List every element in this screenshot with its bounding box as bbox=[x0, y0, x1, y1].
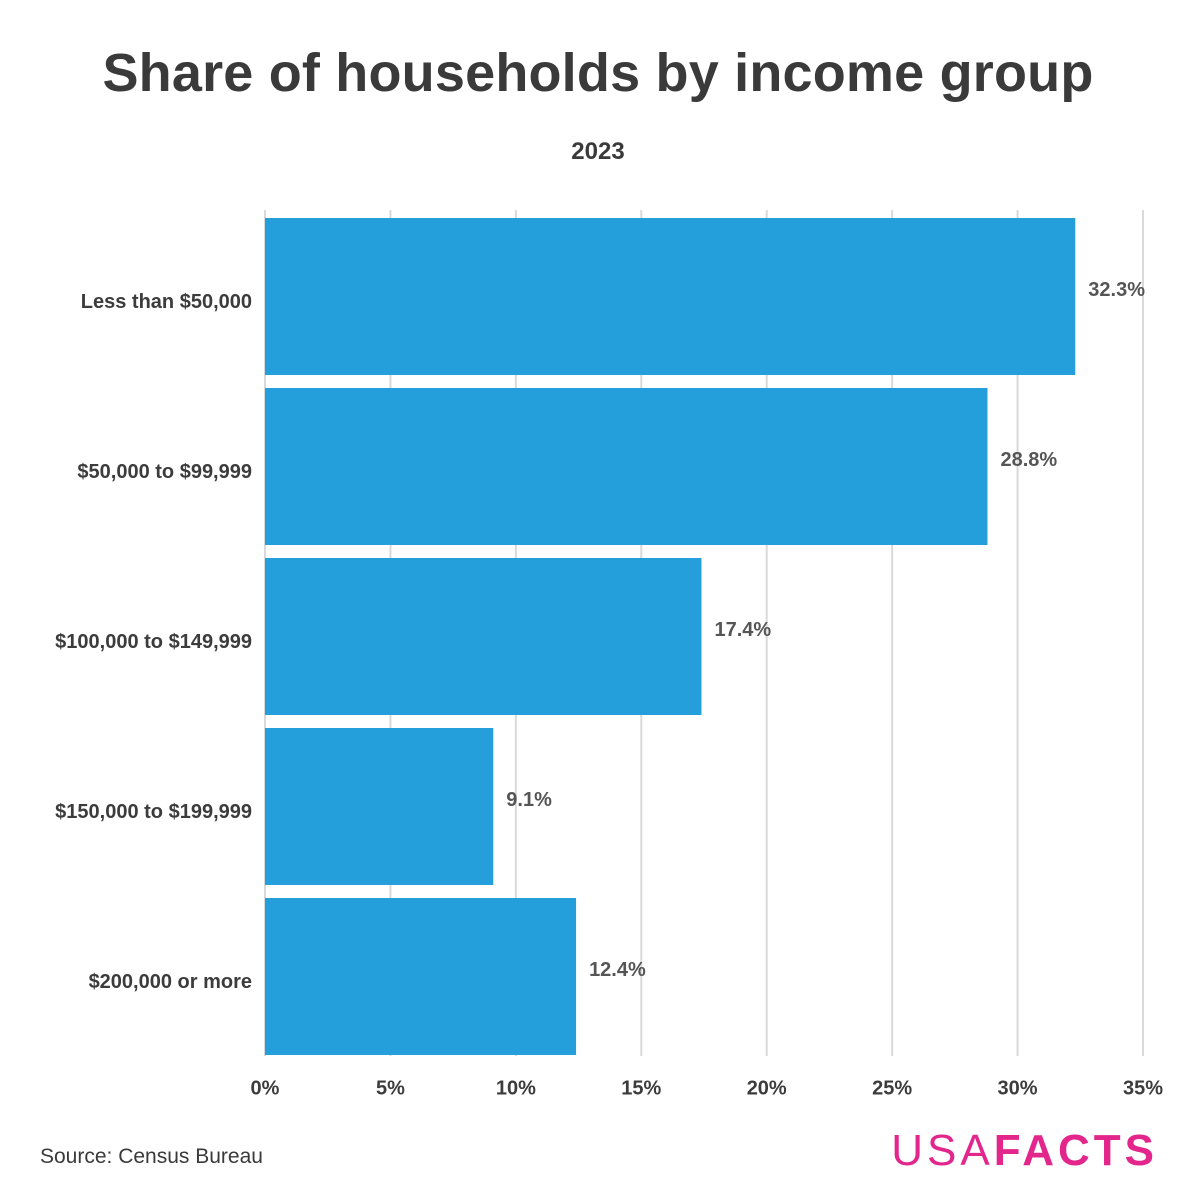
logo-facts-text: FACTS bbox=[993, 1126, 1158, 1175]
x-tick-label: 10% bbox=[496, 1077, 536, 1099]
value-label: 9.1% bbox=[506, 789, 552, 811]
bar bbox=[265, 728, 494, 885]
bar bbox=[265, 218, 1076, 375]
value-label: 12.4% bbox=[589, 959, 646, 981]
category-label: $150,000 to $199,999 bbox=[55, 801, 252, 823]
x-tick-label: 0% bbox=[251, 1077, 280, 1099]
category-label: $200,000 or more bbox=[89, 971, 252, 993]
bar bbox=[265, 388, 988, 545]
usafacts-logo: USAFACTS bbox=[891, 1126, 1158, 1176]
value-label: 17.4% bbox=[714, 619, 771, 641]
bar bbox=[265, 558, 702, 715]
category-label: $100,000 to $149,999 bbox=[55, 631, 252, 653]
logo-usa-text: USA bbox=[891, 1126, 994, 1175]
source-note: Source: Census Bureau bbox=[40, 1145, 263, 1168]
x-tick-label: 25% bbox=[872, 1077, 912, 1099]
value-label: 32.3% bbox=[1088, 279, 1145, 301]
x-tick-label: 15% bbox=[621, 1077, 661, 1099]
x-tick-label: 20% bbox=[747, 1077, 787, 1099]
category-label: Less than $50,000 bbox=[81, 291, 252, 313]
category-label: $50,000 to $99,999 bbox=[77, 461, 252, 483]
x-tick-label: 30% bbox=[998, 1077, 1038, 1099]
chart-title: Share of households by income group bbox=[102, 43, 1094, 103]
chart-subtitle: 2023 bbox=[571, 138, 625, 165]
x-tick-label: 5% bbox=[376, 1077, 405, 1099]
value-label: 28.8% bbox=[1000, 449, 1057, 471]
bar bbox=[265, 898, 577, 1055]
x-tick-label: 35% bbox=[1123, 1077, 1163, 1099]
